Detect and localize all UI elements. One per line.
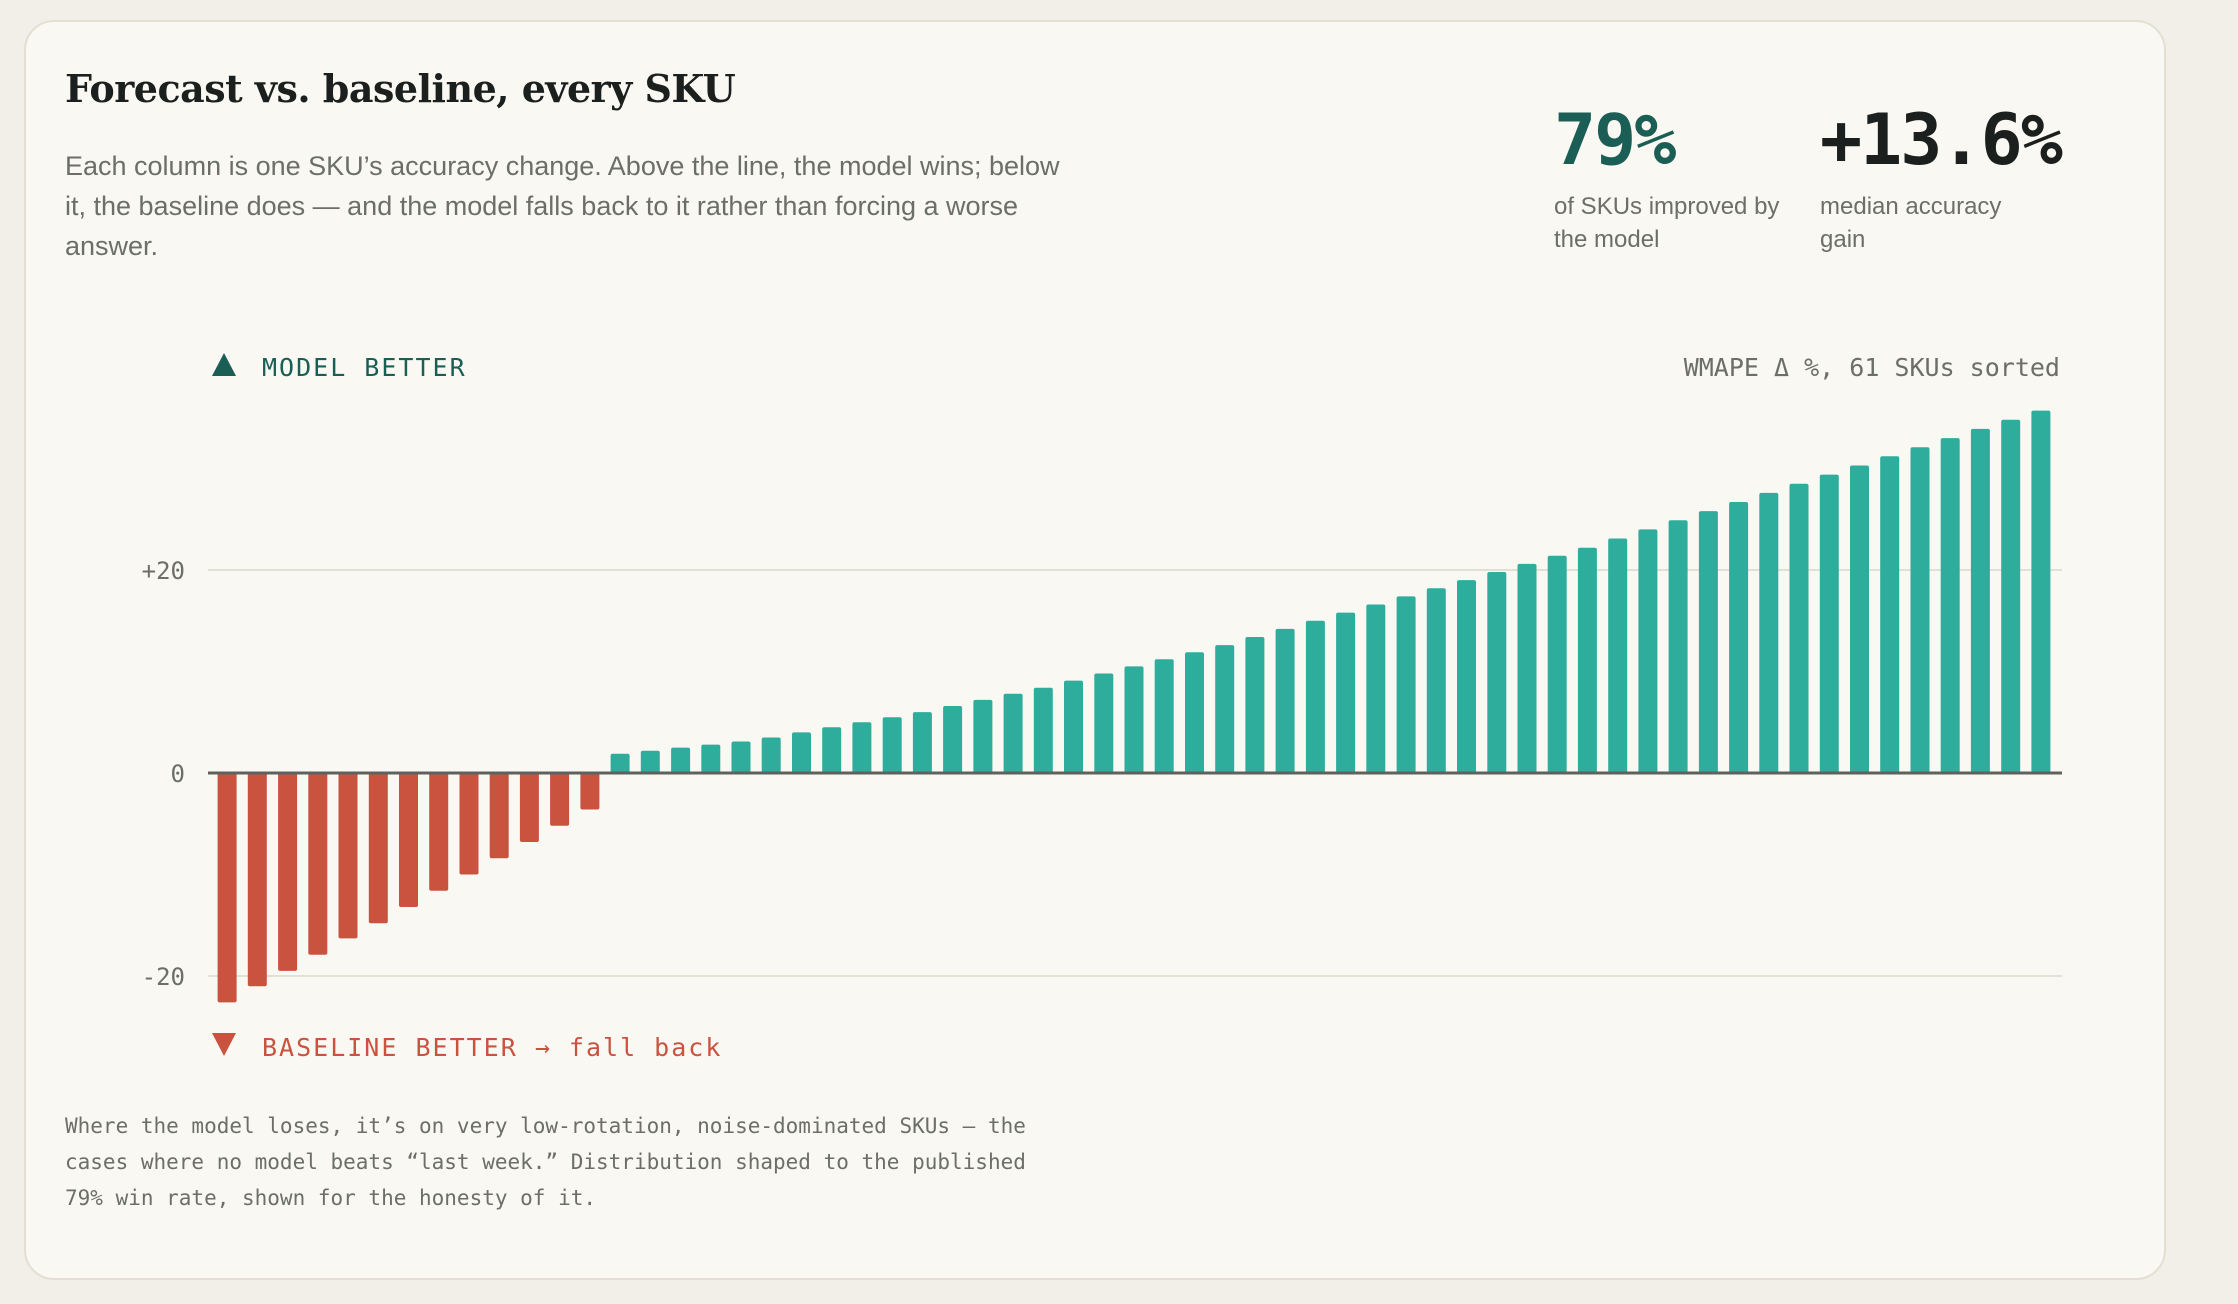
bar: [2001, 419, 2021, 773]
bar: [1305, 620, 1325, 774]
bar: [761, 737, 781, 773]
bar: [1275, 628, 1295, 773]
bar: [1638, 529, 1658, 773]
bar: [671, 747, 691, 773]
bar: [399, 773, 418, 907]
bar: [1154, 659, 1174, 773]
gridlines: [208, 569, 2062, 977]
down-triangle-icon: [212, 1033, 236, 1056]
bar: [731, 741, 751, 773]
model-better-label: MODEL BETTER: [262, 353, 467, 382]
bar: [338, 773, 358, 939]
bar: [550, 773, 570, 826]
bar: [1033, 687, 1053, 773]
bar: [1245, 637, 1265, 773]
bar: [1789, 483, 1809, 773]
bar: [217, 773, 237, 1003]
chart-card: [24, 20, 2166, 1280]
bar: [852, 722, 872, 774]
bar: [701, 744, 721, 773]
bar: [1759, 492, 1779, 773]
bar: [1094, 673, 1114, 773]
bar: [1396, 596, 1416, 773]
bar: [1003, 693, 1023, 773]
bar: [1668, 520, 1688, 773]
bars: [208, 410, 2062, 1003]
tick-labels: +20 0 -20: [142, 557, 185, 991]
bar: [2031, 410, 2051, 773]
bar: [1819, 474, 1839, 773]
bar: [792, 732, 811, 773]
baseline-better-label: BASELINE BETTER → fall back: [262, 1033, 722, 1062]
bar: [278, 773, 298, 971]
bar: [1215, 645, 1235, 773]
stat-skus-improved-value: 79%: [1554, 99, 1676, 181]
up-triangle-icon: [212, 353, 236, 376]
bar: [1577, 547, 1597, 773]
bar: [1457, 580, 1476, 773]
chart-title: Forecast vs. baseline, every SKU: [65, 66, 736, 111]
bar: [368, 773, 388, 924]
bar: [822, 727, 842, 773]
stat-median-gain-value: +13.6%: [1820, 99, 2063, 181]
bar: [519, 773, 539, 842]
y-tick-label: +20: [142, 557, 185, 585]
stat-skus-improved-label: of SKUs improved by the model: [1554, 193, 1780, 253]
bar: [1336, 612, 1356, 773]
chart-subtitle: Each column is one SKU’s accuracy change…: [65, 151, 1060, 261]
bar: [429, 773, 449, 891]
footnote: Where the model loses, it’s on very low-…: [65, 1114, 1026, 1210]
stat-skus-improved: 79% of SKUs improved by the model: [1554, 100, 1784, 256]
bar: [489, 773, 509, 859]
bar: [1185, 652, 1204, 773]
bar: [943, 706, 963, 773]
bar: [1729, 502, 1749, 773]
bar: [1366, 604, 1386, 773]
bar: [1970, 428, 1990, 773]
bar: [1608, 538, 1628, 773]
bar: [610, 753, 630, 773]
stat-median-gain: +13.6% median accuracy gain: [1820, 99, 2063, 256]
bar: [1064, 680, 1083, 773]
bar: [640, 750, 660, 773]
bar: [912, 712, 932, 773]
bar: [882, 717, 902, 773]
bar: [1547, 555, 1567, 773]
bar: [1910, 447, 1930, 773]
bar: [247, 773, 267, 987]
y-tick-label: 0: [171, 760, 185, 788]
bar: [1880, 456, 1900, 773]
bar: [1940, 438, 1960, 773]
bar: [973, 699, 993, 773]
bar: [1124, 666, 1144, 773]
y-tick-label: -20: [142, 963, 185, 991]
bar: [1517, 563, 1537, 773]
bar: [459, 773, 479, 875]
bar: [1698, 511, 1718, 773]
metric-label: WMAPE Δ %, 61 SKUs sorted: [1684, 353, 2060, 382]
bar: [1487, 572, 1507, 773]
bar: [1850, 465, 1869, 773]
bar: [580, 773, 600, 810]
stat-median-gain-label: median accuracy gain: [1820, 193, 2002, 253]
bar: [308, 773, 328, 955]
bar: [1426, 588, 1446, 773]
